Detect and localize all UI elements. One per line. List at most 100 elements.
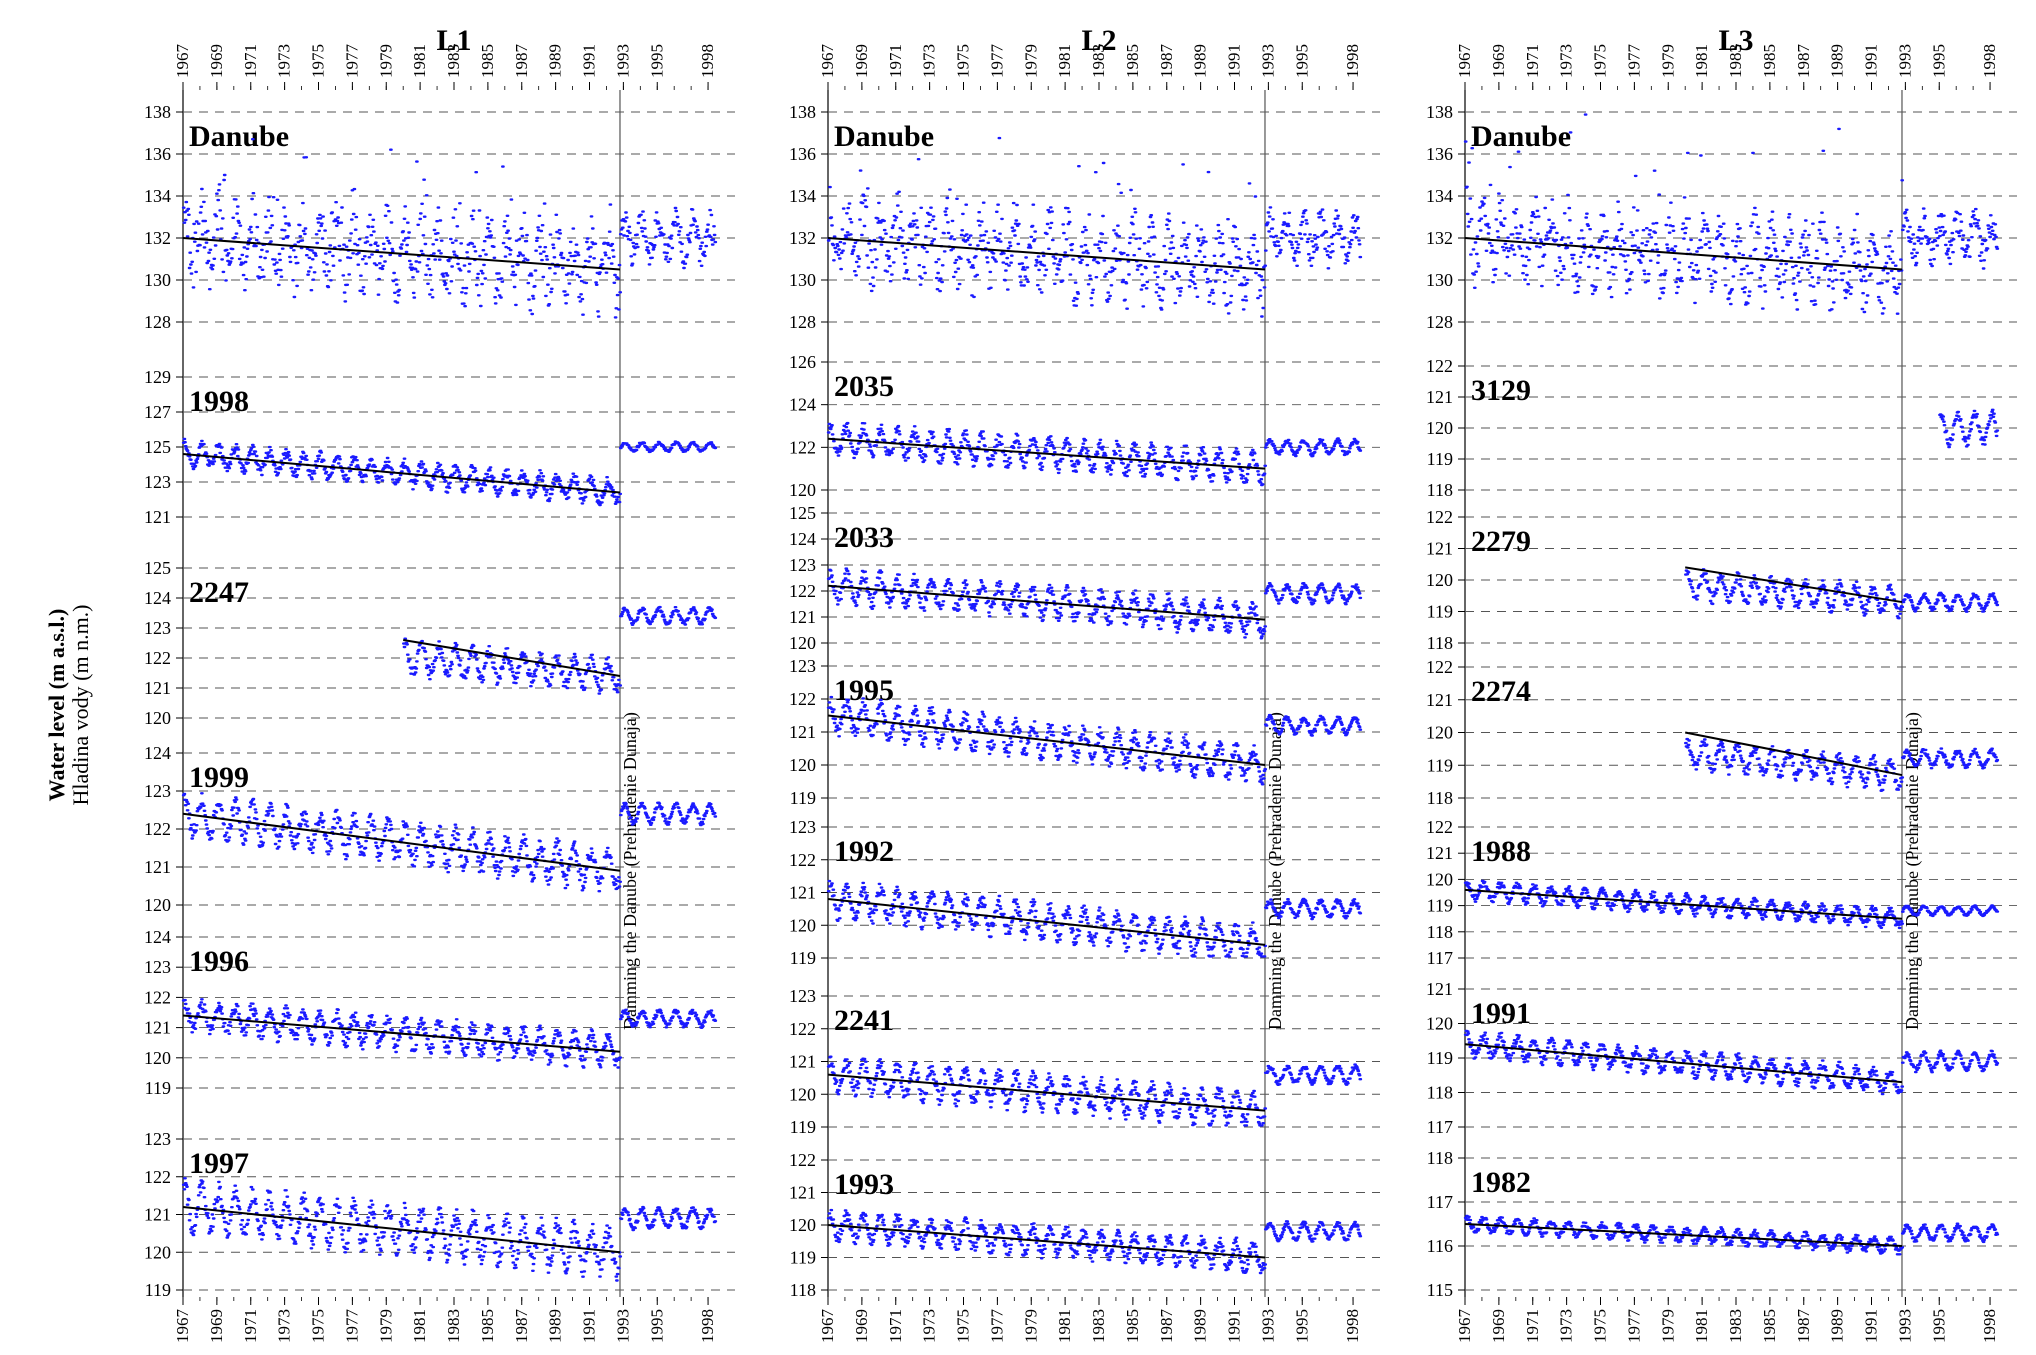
y-tick-label: 122 (144, 1167, 171, 1187)
data-series (826, 1055, 1363, 1127)
y-tick-label: 121 (144, 1018, 171, 1038)
panel-1982: 115 116 117 118 1982 (1427, 1148, 2017, 1300)
y-tick-label: 128 (789, 312, 816, 332)
data-series (1463, 879, 2000, 930)
y-tick-label: 120 (789, 1215, 816, 1235)
y-tick-label: 123 (789, 555, 816, 575)
damming-label: Damming the Danube (Prehradenie Dunaja) (1265, 712, 1286, 1030)
top-year-tick-label: 1991 (1862, 44, 1881, 78)
y-tick-label: 119 (1427, 602, 1453, 622)
top-year-tick-label: 1985 (1760, 44, 1779, 78)
y-tick-label: 132 (1426, 228, 1453, 248)
column-l2: L2 1967 1967 1969 1969 1971 1971 1973 1973 1975 19… (789, 24, 1380, 1343)
panel-label: 1991 (1471, 997, 1531, 1030)
trend-line (1464, 237, 1903, 271)
top-year-tick-label: 1979 (1021, 44, 1040, 78)
top-year-tick-label: 1971 (886, 44, 905, 78)
top-year-tick-label: 1981 (1055, 44, 1074, 78)
bottom-year-tick-label: 1967 (818, 1309, 837, 1344)
panel-label: 2279 (1471, 525, 1531, 558)
y-tick-label: 136 (789, 144, 816, 164)
bottom-year-tick-label: 1967 (173, 1309, 192, 1344)
bottom-year-tick-label: 1991 (1862, 1309, 1881, 1343)
top-year-tick-label: 1973 (275, 44, 294, 78)
bottom-year-tick-label: 1981 (1692, 1309, 1711, 1343)
column-title: L1 (436, 24, 471, 57)
bottom-year-tick-label: 1995 (1929, 1309, 1948, 1343)
bottom-year-tick-label: 1991 (1225, 1309, 1244, 1343)
y-tick-label: 123 (789, 986, 816, 1006)
trend-line (827, 714, 1266, 766)
y-tick-label: 125 (144, 437, 171, 457)
y-tick-label: 123 (144, 781, 171, 801)
column-l3: L3 1967 1967 1969 1969 1971 1971 1973 1973 1975 19… (1426, 24, 2017, 1343)
panel-2274: 118 119 120 121 122 2274 (1426, 657, 2017, 808)
top-year-tick-label: 1975 (954, 44, 973, 78)
panel-label: 3129 (1471, 374, 1531, 407)
trend-line (1684, 731, 1903, 777)
panel-label: 1993 (834, 1168, 894, 1201)
bottom-year-tick-label: 1977 (342, 1309, 361, 1344)
y-tick-label: 120 (144, 1048, 171, 1068)
data-series (826, 695, 1363, 786)
bottom-year-tick-label: 1971 (1523, 1309, 1542, 1343)
trend-line (827, 898, 1266, 946)
column-title: L3 (1718, 24, 1753, 57)
trend-line (1685, 566, 1903, 604)
y-tick-label: 119 (1427, 449, 1453, 469)
top-year-tick-label: 1998 (698, 44, 717, 78)
bottom-year-tick-label: 1975 (1591, 1309, 1610, 1343)
y-tick-label: 122 (789, 689, 816, 709)
panel-label: 2035 (834, 370, 894, 403)
top-year-tick-label: 1983 (1726, 44, 1745, 78)
panel-danube: 128 130 132 134 136 138 Danube (1426, 102, 2017, 332)
panel-label: 1999 (189, 761, 249, 794)
bottom-year-tick-label: 1989 (1828, 1309, 1847, 1343)
y-tick-label: 118 (1427, 1083, 1453, 1103)
y-tick-label: 138 (144, 102, 171, 122)
trend-line (182, 812, 621, 872)
y-tick-label: 119 (790, 788, 816, 808)
y-tick-label: 122 (144, 648, 171, 668)
panel-1997: 119 120 121 122 123 1997 (144, 1129, 735, 1300)
y-tick-label: 130 (1426, 270, 1453, 290)
top-year-tick-label: 1967 (818, 44, 837, 79)
y-tick-label: 120 (789, 480, 816, 500)
y-tick-label: 122 (789, 437, 816, 457)
panel-label: 1998 (189, 385, 249, 418)
data-series (181, 437, 718, 507)
y-tick-label: 120 (789, 755, 816, 775)
y-tick-label: 122 (789, 850, 816, 870)
bottom-year-tick-label: 1983 (1726, 1309, 1745, 1343)
top-year-tick-label: 1989 (1828, 44, 1847, 78)
y-tick-label: 120 (1426, 1014, 1453, 1034)
top-year-tick-label: 1991 (1225, 44, 1244, 78)
data-series (181, 792, 718, 893)
top-year-tick-label: 1977 (1624, 44, 1643, 79)
y-tick-label: 117 (1427, 948, 1453, 968)
bottom-year-tick-label: 1981 (1055, 1309, 1074, 1343)
y-tick-label: 134 (144, 186, 171, 206)
y-tick-label: 119 (790, 948, 816, 968)
panel-label: 2033 (834, 521, 894, 554)
trend-line (827, 237, 1266, 271)
y-tick-label: 122 (144, 987, 171, 1007)
panel-1996: 119 120 121 122 123 124 1996 (144, 927, 735, 1098)
y-tick-label: 124 (144, 743, 171, 763)
data-series (1463, 1029, 2000, 1096)
data-series (826, 136, 1363, 318)
y-tick-label: 121 (1426, 843, 1453, 863)
y-tick-label: 123 (789, 656, 816, 676)
top-year-tick-label: 1993 (613, 44, 632, 78)
bottom-year-tick-label: 1993 (1258, 1309, 1277, 1343)
top-year-tick-label: 1973 (1557, 44, 1576, 78)
bottom-year-tick-label: 1969 (207, 1309, 226, 1343)
trend-line (827, 584, 1266, 621)
top-year-tick-label: 1977 (342, 44, 361, 79)
y-tick-label: 119 (1427, 896, 1453, 916)
bottom-year-tick-label: 1985 (1760, 1309, 1779, 1343)
y-tick-label: 121 (789, 883, 816, 903)
top-year-tick-label: 1975 (309, 44, 328, 78)
y-tick-label: 129 (144, 367, 171, 387)
top-year-tick-label: 1989 (1191, 44, 1210, 78)
